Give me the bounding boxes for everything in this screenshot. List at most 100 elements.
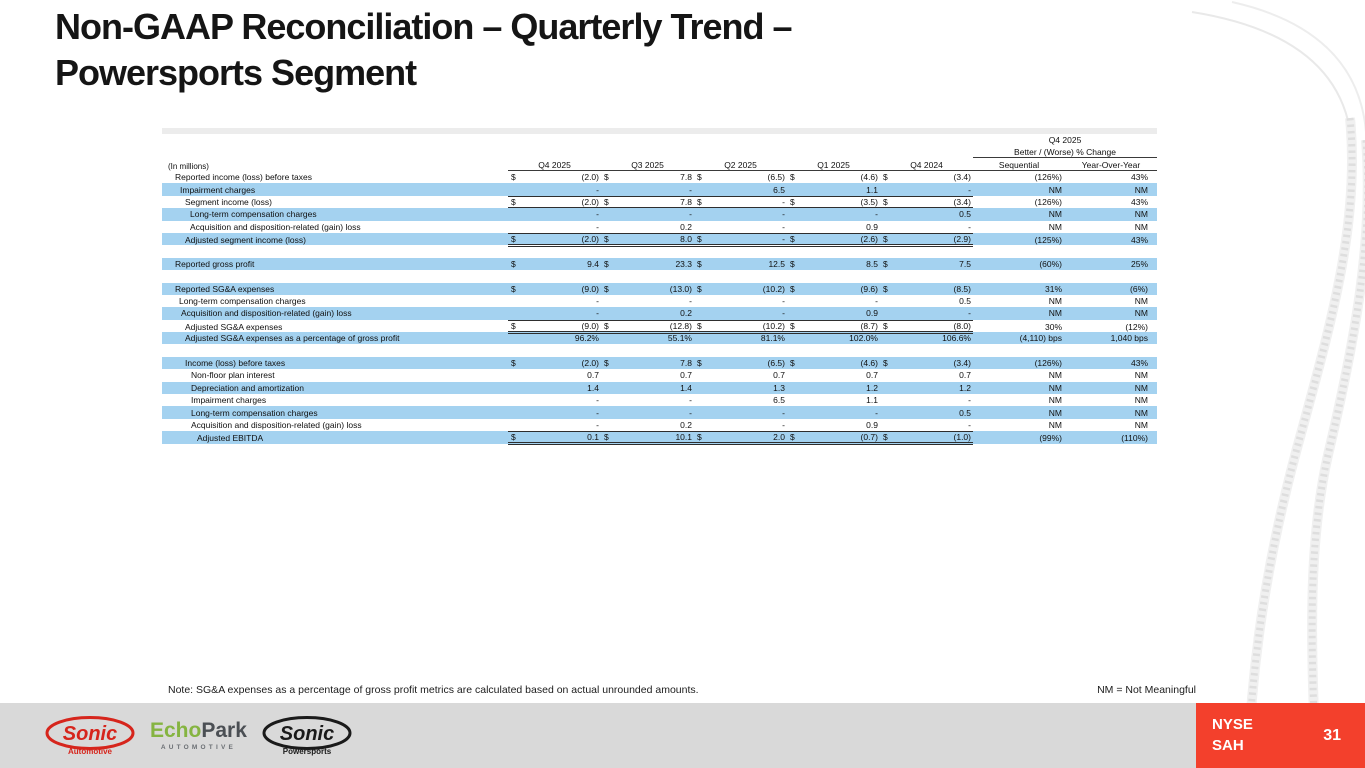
- ticker-symbol: SAH: [1212, 736, 1244, 754]
- value-cell: 10.1: [675, 432, 692, 443]
- quarter-values: 1.4 1.4 1.3 1.2 1.2: [508, 382, 973, 394]
- table-row: Reported SG&A expenses $ (9.0) $ (13.0) $ (10.…: [162, 282, 1157, 295]
- value-cell: 7.5: [959, 258, 971, 269]
- row-label: Adjusted SG&A expenses: [185, 321, 283, 332]
- row-label: Impairment charges: [191, 395, 267, 406]
- value-cell: -: [782, 233, 785, 244]
- value-cell: (9.0): [581, 320, 599, 331]
- sequential-change-cell: 31%: [1044, 283, 1062, 294]
- yoy-change-cell: 1,040 bps: [1110, 333, 1148, 344]
- quarter-values: $ (2.0) $7.8 $ (6.5) $ (4.6) $ (3.4): [508, 171, 973, 183]
- value-cell: -: [596, 221, 599, 232]
- value-cell: -: [968, 395, 971, 406]
- sequential-change-cell: NM: [1048, 296, 1062, 307]
- svg-text:Automotive: Automotive: [68, 747, 113, 756]
- value-cell: 1.1: [866, 184, 878, 195]
- quarter-column-header: Q4 2024: [910, 160, 943, 170]
- table-row: Long-term compensation charges - - - - 0.5 NM N…: [162, 406, 1157, 419]
- value-cell: -: [689, 209, 692, 220]
- yoy-column-header: Year-Over-Year: [1065, 158, 1157, 171]
- sequential-column-header: Sequential: [973, 158, 1065, 171]
- sequential-change-cell: (126%): [1034, 358, 1062, 369]
- echopark-logo: EchoPark AUTOMOTIVE: [150, 718, 247, 751]
- dollar-sign-cell: $: [883, 283, 888, 294]
- value-cell: (3.5): [860, 196, 878, 207]
- value-cell: (13.0): [669, 283, 692, 294]
- value-cell: 1.3: [773, 382, 785, 393]
- yoy-change-cell: NM: [1134, 296, 1148, 307]
- value-cell: (2.0): [581, 358, 599, 369]
- dollar-sign-cell: $: [790, 432, 795, 443]
- table-body: Reported income (loss) before taxes $ (2.0…: [162, 171, 1157, 446]
- row-label: Reported income (loss) before taxes: [175, 172, 313, 183]
- dollar-sign-cell: $: [511, 283, 516, 294]
- dollar-sign-cell: $: [511, 358, 516, 369]
- value-cell: 0.5: [959, 296, 971, 307]
- value-cell: -: [875, 407, 878, 418]
- page-number: 31: [1323, 726, 1341, 744]
- value-cell: -: [968, 221, 971, 232]
- ticker-text: NYSE SAH: [1196, 715, 1253, 756]
- value-cell: -: [782, 196, 785, 207]
- value-cell: (6.5): [767, 172, 785, 183]
- footnote: Note: SG&A expenses as a percentage of g…: [168, 684, 699, 696]
- dollar-sign-cell: $: [511, 432, 516, 443]
- value-cell: 9.4: [587, 258, 599, 269]
- value-cell: -: [782, 296, 785, 307]
- table-top-strip: [162, 128, 1157, 134]
- spacer-row: [162, 245, 1157, 257]
- quarter-values: - 0.2 - 0.9 -: [508, 307, 973, 319]
- quarter-column-header: Q1 2025: [817, 160, 850, 170]
- dollar-sign-cell: $: [790, 358, 795, 369]
- yoy-change-cell: NM: [1134, 184, 1148, 195]
- dollar-sign-cell: $: [697, 233, 702, 244]
- sequential-change-cell: NM: [1048, 209, 1062, 220]
- value-cell: 106.6%: [942, 333, 971, 344]
- row-label: Impairment charges: [180, 184, 256, 195]
- value-cell: -: [596, 209, 599, 220]
- sequential-change-cell: NM: [1048, 370, 1062, 381]
- value-cell: 0.2: [680, 221, 692, 232]
- value-cell: -: [782, 221, 785, 232]
- sequential-change-cell: (125%): [1034, 234, 1062, 245]
- dollar-sign-cell: $: [511, 258, 516, 269]
- row-label: Acquisition and disposition-related (gai…: [190, 221, 361, 232]
- sequential-change-cell: NM: [1048, 308, 1062, 319]
- table-header-row-3: (In millions) Q4 2025 Q3 2025 Q2 2025 Q1 20…: [162, 158, 1157, 171]
- quarter-values: - - - - 0.5: [508, 208, 973, 220]
- change-header-quarter: Q4 2025: [1048, 135, 1082, 145]
- quarter-values: - - - - 0.5: [508, 295, 973, 307]
- quarter-column-header: Q4 2025: [538, 160, 571, 170]
- value-cell: 1.4: [680, 382, 692, 393]
- value-cell: -: [968, 420, 971, 430]
- value-cell: -: [596, 407, 599, 418]
- value-cell: (1.0): [953, 432, 971, 443]
- sonic-powersports-logo: Sonic Powersports: [262, 715, 352, 756]
- table-row: Adjusted EBITDA $0.1 $10.1 $2.0 $ (0.7) $ (1.0)…: [162, 431, 1157, 446]
- dollar-sign-cell: $: [604, 432, 609, 443]
- dollar-sign-cell: $: [790, 320, 795, 331]
- value-cell: (4.6): [860, 172, 878, 183]
- value-cell: (2.0): [581, 172, 599, 183]
- sequential-change-cell: (126%): [1034, 196, 1062, 207]
- value-cell: -: [689, 184, 692, 195]
- value-cell: (2.9): [953, 233, 971, 244]
- value-cell: (9.6): [860, 283, 878, 294]
- yoy-change-cell: 43%: [1130, 234, 1148, 245]
- dollar-sign-cell: $: [604, 258, 609, 269]
- dollar-sign-cell: $: [511, 320, 516, 331]
- yoy-change-cell: NM: [1134, 420, 1148, 430]
- table-header-row-2: Better / (Worse) % Change: [162, 146, 1157, 158]
- value-cell: 0.9: [866, 308, 878, 319]
- value-cell: 8.5: [866, 258, 878, 269]
- row-label: Long-term compensation charges: [179, 296, 306, 307]
- sequential-change-cell: NM: [1048, 382, 1062, 393]
- quarter-column-header: Q2 2025: [724, 160, 757, 170]
- dollar-sign-cell: $: [697, 432, 702, 443]
- dollar-sign-cell: $: [883, 320, 888, 331]
- dollar-sign-cell: $: [511, 172, 516, 183]
- value-cell: 0.7: [587, 370, 599, 381]
- value-cell: 6.5: [773, 395, 785, 406]
- dollar-sign-cell: $: [604, 320, 609, 331]
- value-cell: 1.1: [866, 395, 878, 406]
